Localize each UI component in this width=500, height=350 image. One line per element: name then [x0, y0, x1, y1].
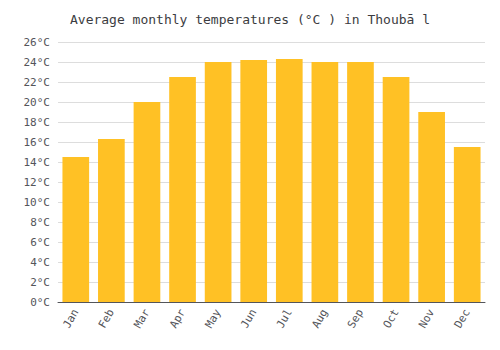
svg-text:Jan: Jan [60, 307, 81, 331]
svg-text:Aug: Aug [309, 307, 330, 331]
svg-text:12°C: 12°C [24, 176, 51, 189]
svg-text:4°C: 4°C [30, 256, 50, 269]
svg-text:Oct: Oct [380, 307, 401, 331]
svg-text:Dec: Dec [452, 307, 473, 331]
svg-text:Jul: Jul [274, 307, 295, 331]
svg-text:0°C: 0°C [30, 296, 50, 309]
svg-text:18°C: 18°C [24, 116, 51, 129]
svg-text:22°C: 22°C [24, 76, 51, 89]
svg-text:24°C: 24°C [24, 56, 51, 69]
svg-text:Apr: Apr [167, 306, 188, 330]
svg-text:Feb: Feb [96, 307, 117, 331]
svg-text:May: May [203, 306, 224, 330]
svg-text:14°C: 14°C [24, 156, 51, 169]
svg-text:26°C: 26°C [24, 36, 51, 49]
svg-text:20°C: 20°C [24, 96, 51, 109]
svg-text:6°C: 6°C [30, 236, 50, 249]
svg-text:Jun: Jun [238, 307, 259, 331]
svg-text:16°C: 16°C [24, 136, 51, 149]
svg-text:Sep: Sep [345, 307, 366, 331]
svg-text:Average monthly temperatures (: Average monthly temperatures (°C ) in Th… [70, 12, 430, 27]
svg-text:8°C: 8°C [30, 216, 50, 229]
svg-text:10°C: 10°C [24, 196, 51, 209]
svg-text:Nov: Nov [416, 306, 437, 330]
svg-text:Mar: Mar [131, 306, 152, 330]
svg-text:2°C: 2°C [30, 276, 50, 289]
